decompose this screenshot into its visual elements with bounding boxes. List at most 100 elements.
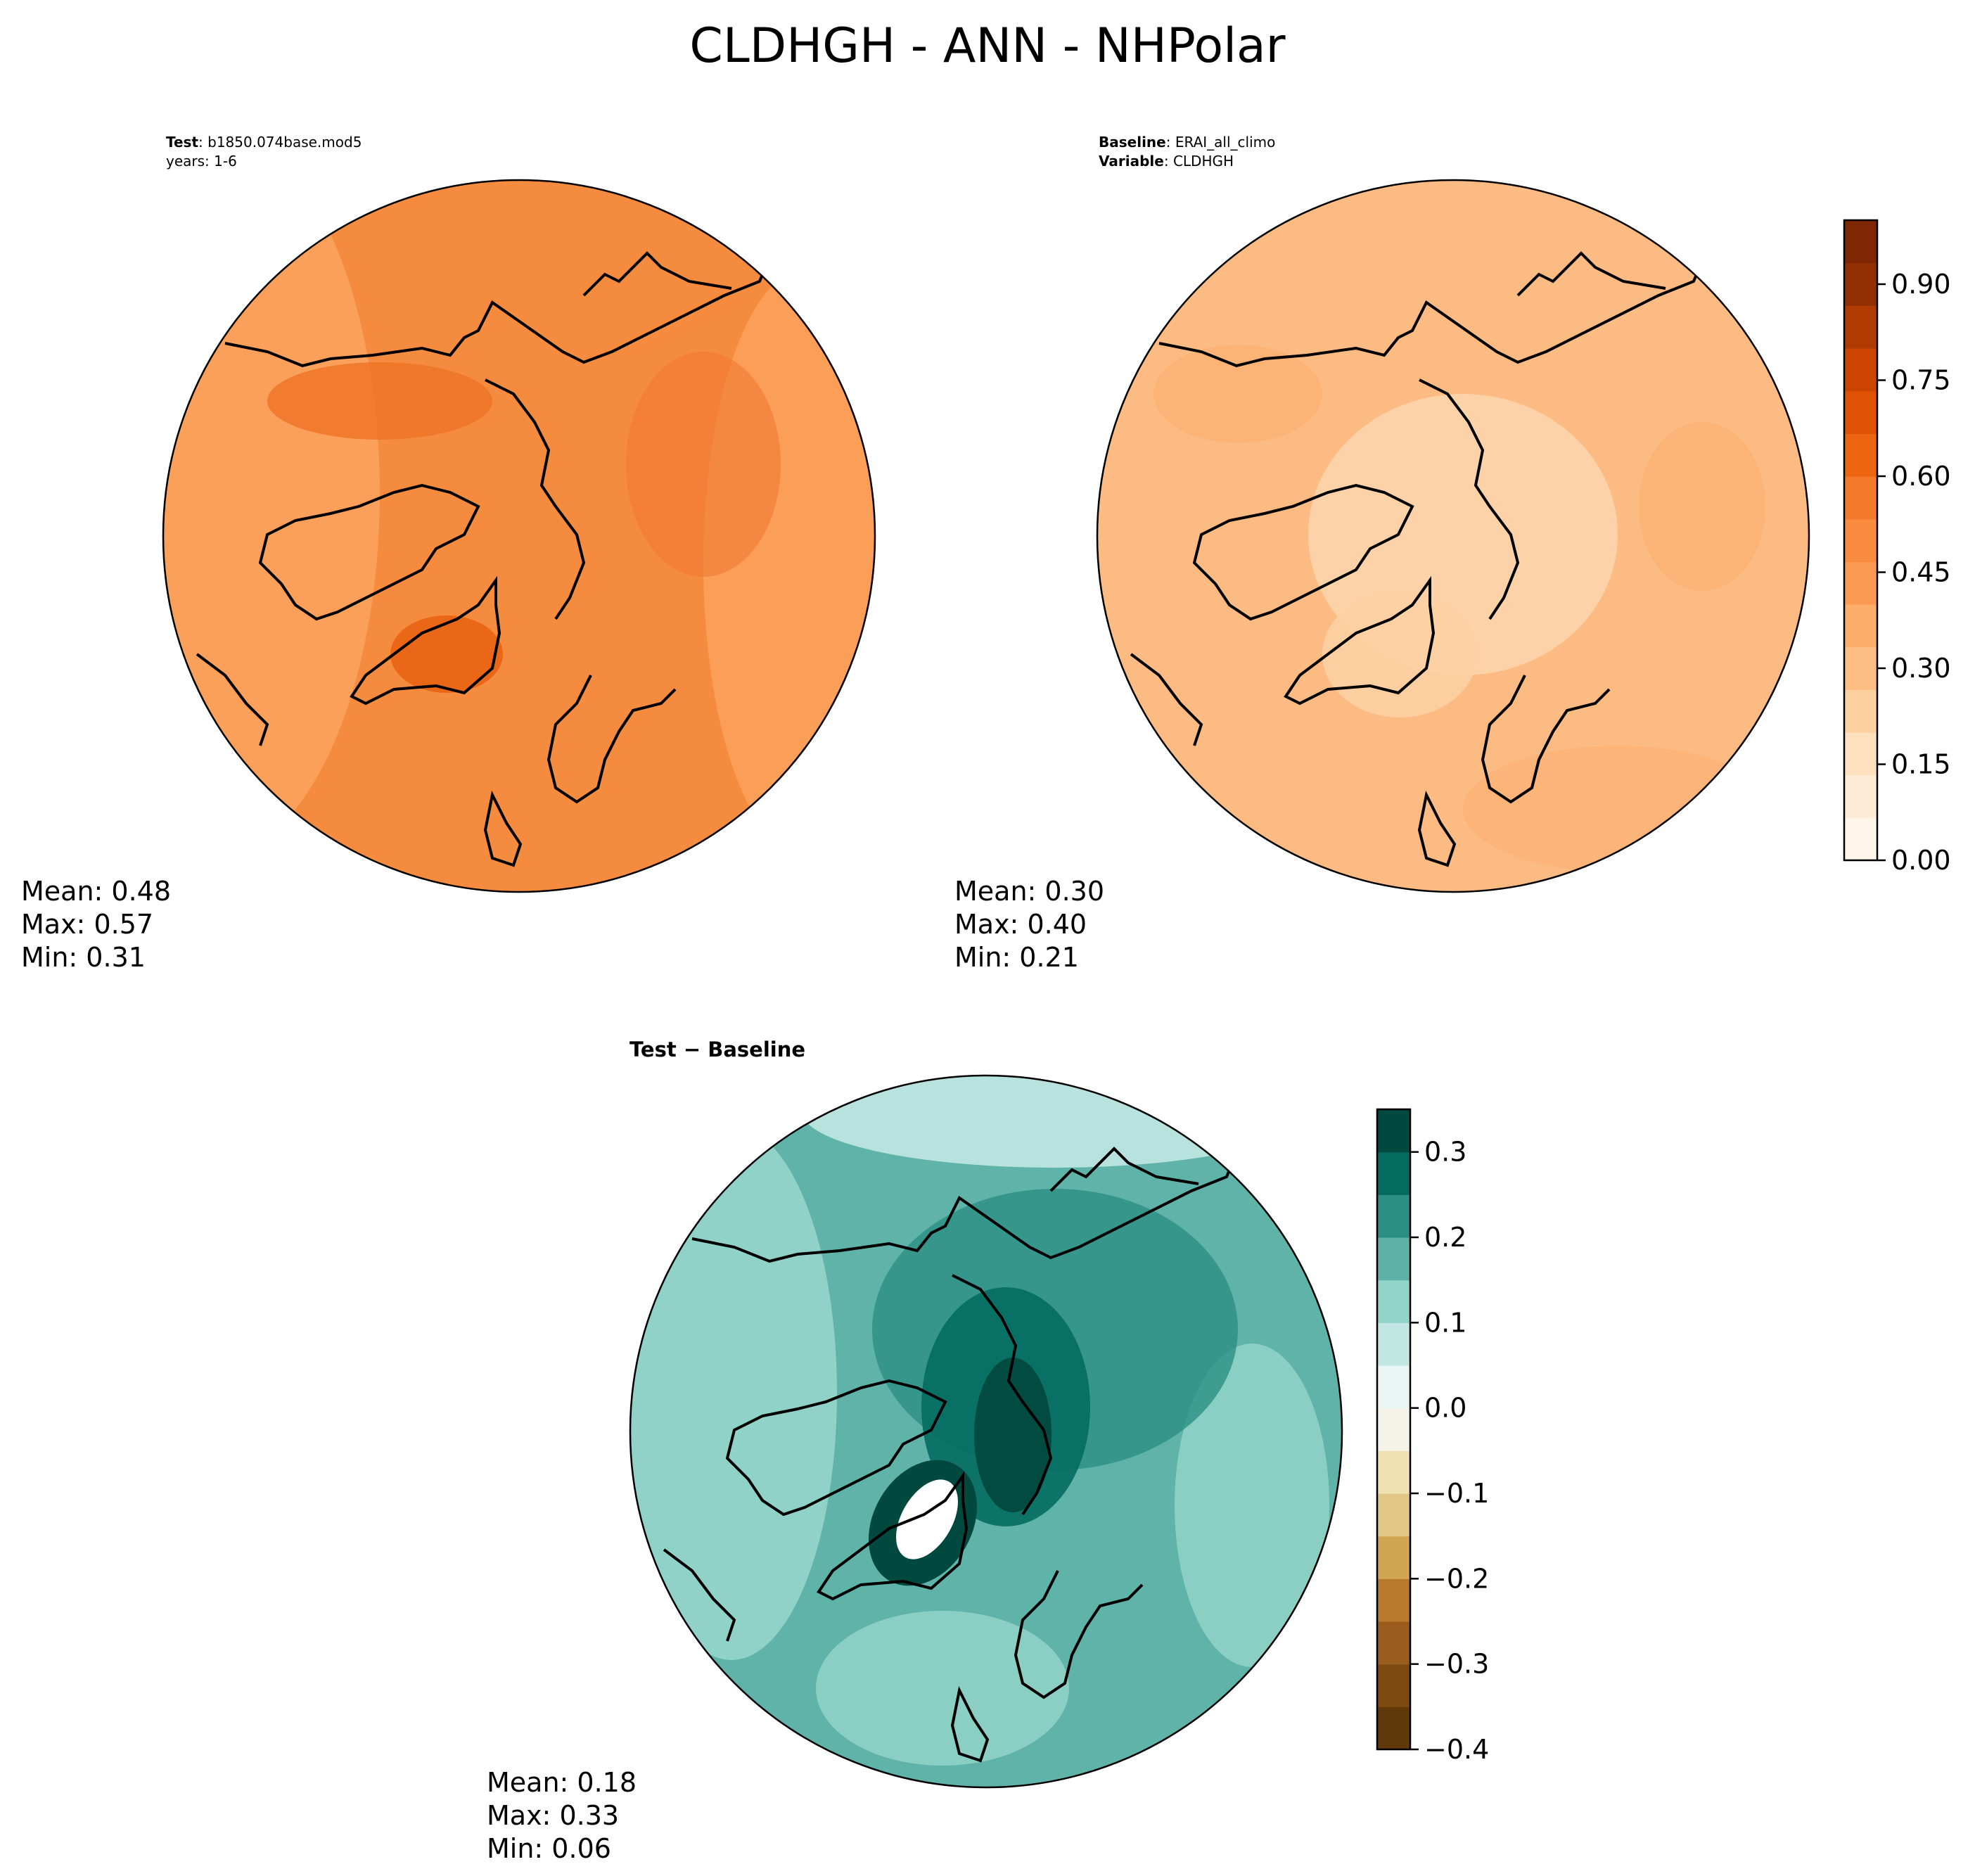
diff-contour-greenland-white xyxy=(896,1479,958,1559)
baseline-colorbar-segment xyxy=(1844,305,1877,349)
baseline-colorbar-segment xyxy=(1844,262,1877,306)
baseline-colorbar-ticks: 0.00 0.15 0.30 0.45 0.60 0.75 0.90 xyxy=(1877,269,1951,876)
diff-colorbar-segment xyxy=(1377,1536,1410,1579)
test-map xyxy=(163,180,875,892)
baseline-variable: Variable: CLDHGH xyxy=(1099,153,1234,170)
baseline-label: Baseline xyxy=(1099,134,1166,151)
test-max: Max: 0.57 xyxy=(21,909,153,940)
diff-colorbar-segments xyxy=(1377,1109,1410,1750)
diff-colorbar-tick-label: −0.4 xyxy=(1424,1734,1489,1765)
diff-mean: Mean: 0.18 xyxy=(487,1767,637,1798)
baseline-colorbar-frame xyxy=(1843,219,1879,862)
test-coastline xyxy=(224,263,768,368)
diff-title-op: − xyxy=(677,1038,708,1061)
baseline-colorbar-tick-label: 0.75 xyxy=(1891,365,1951,396)
diff-colorbar-tick-label: 0.3 xyxy=(1424,1137,1466,1168)
test-mean: Mean: 0.48 xyxy=(21,876,171,907)
baseline-header: Baseline: ERAI_all_climo xyxy=(1099,134,1275,151)
diff-coastline-siberia xyxy=(1049,1147,1199,1192)
diff-colorbar-tick-label: 0.1 xyxy=(1424,1307,1466,1338)
baseline-colorbar-segment xyxy=(1844,689,1877,733)
baseline-colorbar-segment xyxy=(1844,774,1877,818)
diff-contour-light xyxy=(816,1611,1069,1766)
diff-colorbar-segment xyxy=(1377,1706,1410,1750)
baseline-case-name: ERAI_all_climo xyxy=(1175,134,1276,151)
diff-colorbar-segment xyxy=(1377,1365,1410,1409)
variable-sep: : xyxy=(1164,153,1173,170)
diff-coastline xyxy=(952,1274,1053,1516)
diff-contour-darkest xyxy=(974,1358,1052,1512)
diff-min: Min: 0.06 xyxy=(487,1833,611,1864)
baseline-colorbar-segment xyxy=(1844,348,1877,392)
baseline-colorbar-segment xyxy=(1844,646,1877,690)
baseline-min: Min: 0.21 xyxy=(954,942,1079,973)
diff-coastline-uk xyxy=(950,1685,990,1763)
baseline-coastline-greenland xyxy=(1284,575,1436,706)
diff-colorbar-tick-label: −0.3 xyxy=(1424,1649,1489,1680)
diff-coastline xyxy=(691,1159,1235,1263)
baseline-colorbar-segments xyxy=(1844,220,1877,861)
baseline-colorbar-tick-label: 0.90 xyxy=(1891,269,1951,300)
test-coastline-siberia xyxy=(582,251,732,297)
figure-title: CLDHGH - ANN - NHPolar xyxy=(689,18,1285,74)
diff-map-border xyxy=(629,1074,1343,1789)
test-case-name: b1850.074base.mod5 xyxy=(207,134,362,151)
test-contour-outer-light xyxy=(163,180,380,858)
test-contour-dark xyxy=(390,615,503,693)
diff-coastline-europe xyxy=(1014,1570,1144,1699)
baseline-coastline-europe xyxy=(1481,675,1611,804)
baseline-colorbar-segment xyxy=(1844,518,1877,562)
diff-colorbar-segment xyxy=(1377,1450,1410,1494)
baseline-contour-darker xyxy=(1639,422,1765,591)
baseline-coastline-canada xyxy=(1192,483,1414,621)
baseline-max: Max: 0.40 xyxy=(954,909,1087,940)
test-contour-dark xyxy=(267,362,492,440)
baseline-map-border xyxy=(1096,179,1810,893)
test-years: years: 1-6 xyxy=(166,153,237,170)
diff-coastline-greenland xyxy=(817,1471,969,1601)
test-header: Test: b1850.074base.mod5 xyxy=(166,134,362,151)
diff-colorbar-segment xyxy=(1377,1493,1410,1537)
test-map-border xyxy=(162,179,876,893)
diff-panel: Test − Baseline Mean: 0.18 Max: 0.33 M xyxy=(487,1038,1489,1864)
baseline-colorbar-segment xyxy=(1844,220,1877,264)
diff-contour-light xyxy=(1175,1344,1329,1667)
baseline-sep: : xyxy=(1166,134,1175,151)
diff-colorbar-tick-label: −0.2 xyxy=(1424,1563,1489,1594)
diff-colorbar-segment xyxy=(1377,1109,1410,1153)
test-coastline-europe xyxy=(547,675,677,804)
baseline-colorbar-segment xyxy=(1844,476,1877,520)
diff-colorbar-ticks: −0.4 −0.3 −0.2 −0.1 0.0 0.1 0.2 0.3 xyxy=(1410,1137,1489,1765)
diff-colorbar-frame xyxy=(1376,1108,1412,1751)
baseline-coastline-uk xyxy=(1417,790,1457,867)
baseline-map xyxy=(1097,180,1809,892)
diff-coastline-alaska xyxy=(663,1548,736,1642)
baseline-colorbar-segment xyxy=(1844,390,1877,434)
diff-colorbar-segment xyxy=(1377,1237,1410,1281)
variable-label: Variable xyxy=(1099,153,1164,170)
baseline-coastline-siberia xyxy=(1516,251,1666,297)
baseline-colorbar-tick-label: 0.45 xyxy=(1891,557,1951,588)
diff-colorbar-tick-label: 0.2 xyxy=(1424,1222,1466,1253)
baseline-coastline xyxy=(1419,378,1520,620)
diff-title-test: Test xyxy=(629,1038,677,1061)
test-min: Min: 0.31 xyxy=(21,942,146,973)
test-coastline-alaska xyxy=(196,653,269,746)
diff-colorbar-tick-label: −0.1 xyxy=(1424,1478,1489,1509)
test-coastline xyxy=(485,378,586,620)
baseline-panel: Baseline: ERAI_all_climo Variable: CLDHG… xyxy=(954,134,1951,973)
test-coastline-greenland xyxy=(350,575,501,706)
diff-max: Max: 0.33 xyxy=(487,1800,619,1831)
diff-colorbar-segment xyxy=(1377,1151,1410,1195)
diff-colorbar-segment xyxy=(1377,1664,1410,1707)
baseline-colorbar-tick-label: 0.00 xyxy=(1891,845,1951,876)
test-contour-dark xyxy=(626,352,781,577)
baseline-contour-light xyxy=(1322,591,1477,717)
diff-map xyxy=(630,1076,1342,1787)
baseline-colorbar-tick-label: 0.30 xyxy=(1891,653,1951,684)
baseline-colorbar-segment xyxy=(1844,561,1877,605)
diff-colorbar-tick-label: 0.0 xyxy=(1424,1393,1466,1424)
baseline-coastline xyxy=(1158,263,1702,368)
baseline-contour-darker xyxy=(1153,345,1322,443)
